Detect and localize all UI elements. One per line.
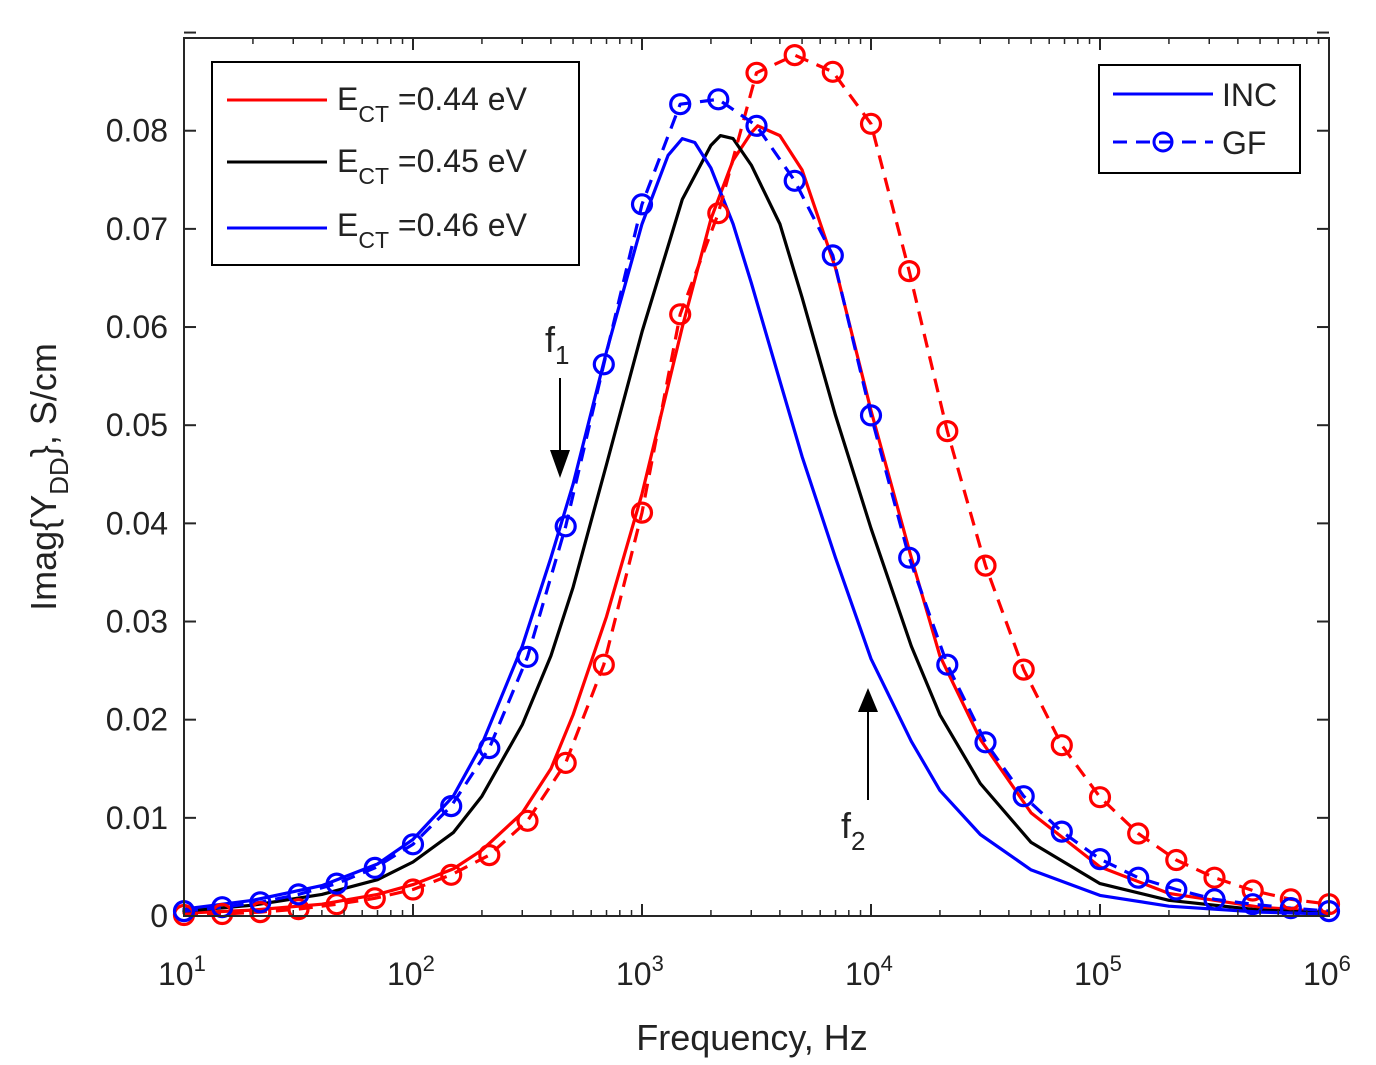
legend-method-box (1098, 64, 1301, 174)
data-point (1203, 888, 1226, 911)
data-point (325, 893, 348, 916)
data-point (1050, 820, 1073, 843)
series-line-2 (182, 137, 1331, 916)
y-tick-label: 0.07 (106, 211, 168, 247)
data-point (821, 60, 844, 83)
data-point (211, 902, 234, 926)
data-point (478, 843, 501, 867)
data-point (707, 202, 730, 225)
annotation-f1-label: f1 (545, 319, 569, 370)
x-tick-label: 106 (1303, 951, 1351, 992)
data-point (783, 169, 806, 192)
data-point (898, 546, 921, 569)
data-point (669, 93, 692, 116)
data-point (974, 554, 997, 577)
data-point (859, 404, 883, 427)
data-point (1165, 848, 1188, 872)
data-point (630, 193, 654, 216)
legend-marker-gf (1152, 131, 1174, 153)
data-point (936, 420, 959, 443)
y-tick-label: 0.01 (106, 800, 168, 836)
data-point (478, 736, 501, 760)
data-point (1012, 658, 1035, 681)
data-point (821, 244, 844, 267)
x-tick-label: 105 (1074, 951, 1122, 992)
data-point (707, 88, 730, 111)
annotation-f1: f1 (545, 319, 570, 478)
y-axis-label: Imag{YDD}, S/cm (23, 343, 74, 611)
data-point (363, 887, 386, 910)
data-point (440, 794, 463, 818)
x-tick-labels: 101 102 103 104 105 106 (158, 951, 1351, 992)
data-point (287, 883, 310, 906)
data-point (859, 112, 883, 135)
y-tick-label: 0.05 (106, 407, 168, 443)
ticks-layer (183, 31, 1330, 917)
data-point (669, 303, 692, 326)
legend-ect: ECT =0.44 eV ECT =0.45 eV ECT =0.46 eV (211, 61, 580, 266)
data-point (1012, 785, 1035, 808)
data-point (401, 878, 425, 901)
x-tick-label: 101 (158, 951, 206, 992)
x-tick-label: 104 (845, 951, 893, 992)
legend-label-inc: INC (1222, 77, 1277, 113)
legend-label-044: ECT =0.44 eV (337, 81, 528, 127)
data-point (745, 114, 768, 137)
data-point (1127, 822, 1150, 845)
data-point (249, 900, 272, 924)
x-tick-label: 102 (387, 951, 435, 992)
data-point (287, 897, 310, 921)
series-line-1 (182, 134, 1331, 915)
annotation-f1-arrowhead (550, 450, 570, 478)
data-point (401, 833, 425, 856)
data-point (1127, 866, 1150, 889)
data-point (974, 731, 997, 754)
annotation-f2-label: f2 (841, 805, 865, 856)
y-tick-labels: 0 0.01 0.02 0.03 0.04 0.05 0.06 0.07 0.0… (106, 113, 168, 934)
data-point (554, 515, 577, 538)
data-point (516, 645, 539, 669)
annotation-f2-arrowhead (858, 688, 878, 712)
data-point (1088, 847, 1112, 871)
legend-label-045: ECT =0.45 eV (337, 143, 528, 189)
data-point (936, 653, 959, 676)
data-point (1241, 893, 1264, 916)
data-point (1088, 786, 1112, 809)
data-point (1050, 734, 1073, 757)
data-point (363, 856, 386, 880)
legend-method: INC GF (1098, 64, 1301, 174)
curves-layer (182, 53, 1331, 917)
data-point (1279, 896, 1302, 920)
y-tick-label: 0 (150, 898, 168, 934)
y-tick-label: 0.04 (106, 505, 168, 541)
legend-label-gf: GF (1222, 125, 1266, 161)
y-tick-label: 0.03 (106, 604, 168, 640)
plot-frame (183, 37, 1330, 917)
series-line-4 (183, 97, 1330, 913)
legend-label-046: ECT =0.46 eV (337, 207, 528, 253)
data-point (592, 653, 615, 676)
series-line-3 (183, 53, 1330, 917)
annotation-f2: f2 (841, 688, 878, 856)
data-point (1241, 879, 1264, 902)
data-point (592, 353, 615, 376)
x-tick-label: 103 (616, 951, 664, 992)
data-point (898, 260, 921, 283)
data-point (1203, 866, 1226, 889)
x-axis-label: Frequency, Hz (636, 1017, 867, 1058)
data-point (783, 43, 806, 67)
data-point (325, 872, 348, 895)
data-point (630, 501, 654, 524)
data-point (516, 809, 539, 832)
data-point (554, 751, 577, 775)
data-point (745, 61, 768, 84)
data-point (1279, 888, 1302, 911)
data-point (249, 891, 272, 914)
data-point (1165, 878, 1188, 901)
y-tick-label: 0.08 (106, 113, 168, 149)
y-tick-label: 0.02 (106, 702, 168, 738)
data-point (440, 863, 463, 886)
y-tick-label: 0.06 (106, 309, 168, 345)
